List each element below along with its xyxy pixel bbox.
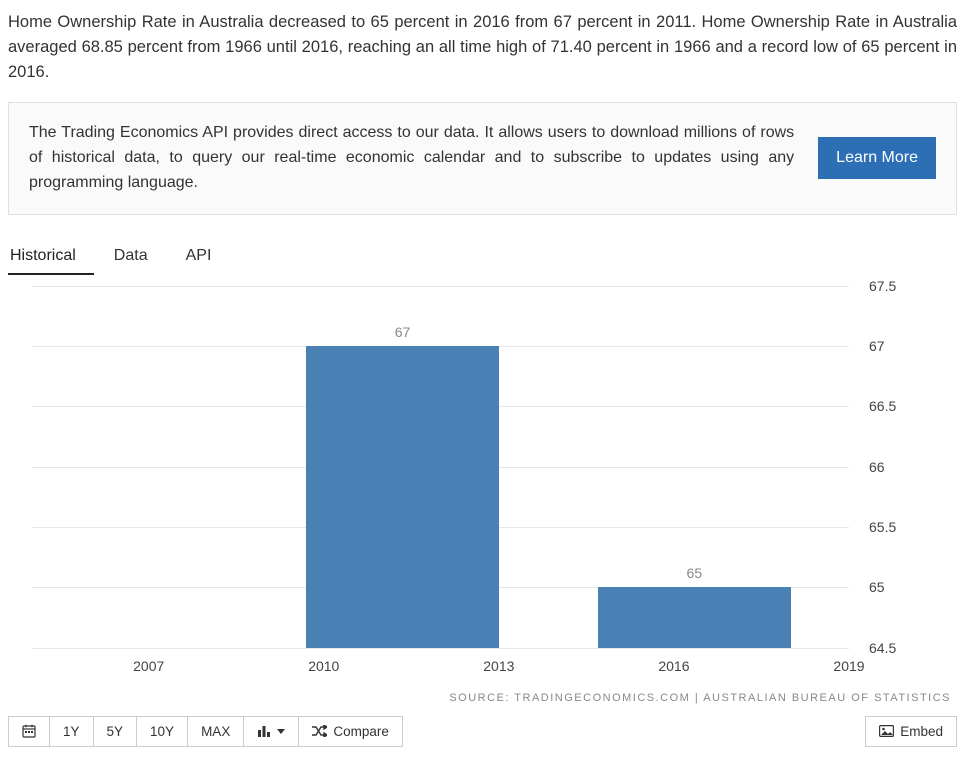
embed-label: Embed	[900, 724, 943, 739]
chart-plot-area: 67 65	[32, 286, 849, 648]
tab-data[interactable]: Data	[112, 237, 166, 275]
image-icon	[879, 725, 894, 737]
range-10y-button[interactable]: 10Y	[136, 716, 188, 747]
x-axis-tick: 2013	[483, 658, 514, 674]
caret-down-icon	[277, 729, 285, 734]
y-axis-tick: 64.5	[857, 640, 957, 656]
tab-historical[interactable]: Historical	[8, 237, 94, 275]
range-button-group: 1Y 5Y 10Y MAX Compare	[8, 716, 403, 747]
range-5y-button[interactable]: 5Y	[93, 716, 138, 747]
gridline	[32, 648, 849, 649]
chart-bar[interactable]	[306, 346, 499, 648]
description-text: Home Ownership Rate in Australia decreas…	[8, 10, 957, 84]
compare-button[interactable]: Compare	[298, 716, 403, 747]
chart-bar[interactable]	[598, 587, 791, 647]
calendar-button[interactable]	[8, 716, 50, 747]
bar-value-label: 67	[395, 324, 411, 346]
y-axis-tick: 67	[857, 338, 957, 354]
chart-type-button[interactable]	[243, 716, 299, 747]
x-axis-tick: 2016	[658, 658, 689, 674]
y-axis-tick: 65	[857, 579, 957, 595]
tab-api[interactable]: API	[184, 237, 230, 275]
embed-button-group: Embed	[865, 716, 957, 747]
bar-value-label: 65	[687, 565, 703, 587]
api-banner-text: The Trading Economics API provides direc…	[29, 121, 794, 195]
chart-toolbar: 1Y 5Y 10Y MAX Compare Embed	[8, 716, 957, 747]
learn-more-button[interactable]: Learn More	[818, 137, 936, 179]
shuffle-icon	[312, 725, 327, 737]
y-axis-tick: 65.5	[857, 519, 957, 535]
bar-chart-icon	[257, 725, 271, 737]
chart-tabs: Historical Data API	[8, 237, 957, 276]
gridline	[32, 286, 849, 287]
chart-source: SOURCE: TRADINGECONOMICS.COM | AUSTRALIA…	[8, 692, 951, 704]
x-axis-tick: 2007	[133, 658, 164, 674]
range-max-button[interactable]: MAX	[187, 716, 244, 747]
embed-button[interactable]: Embed	[865, 716, 957, 747]
x-axis-tick: 2019	[833, 658, 864, 674]
y-axis-tick: 67.5	[857, 278, 957, 294]
chart-container: 6765 64.56565.56666.56767.52007201020132…	[8, 286, 957, 686]
api-banner: The Trading Economics API provides direc…	[8, 102, 957, 214]
y-axis-tick: 66.5	[857, 398, 957, 414]
x-axis-tick: 2010	[308, 658, 339, 674]
calendar-icon	[22, 724, 36, 738]
range-1y-button[interactable]: 1Y	[49, 716, 94, 747]
y-axis-tick: 66	[857, 459, 957, 475]
compare-label: Compare	[333, 724, 389, 739]
